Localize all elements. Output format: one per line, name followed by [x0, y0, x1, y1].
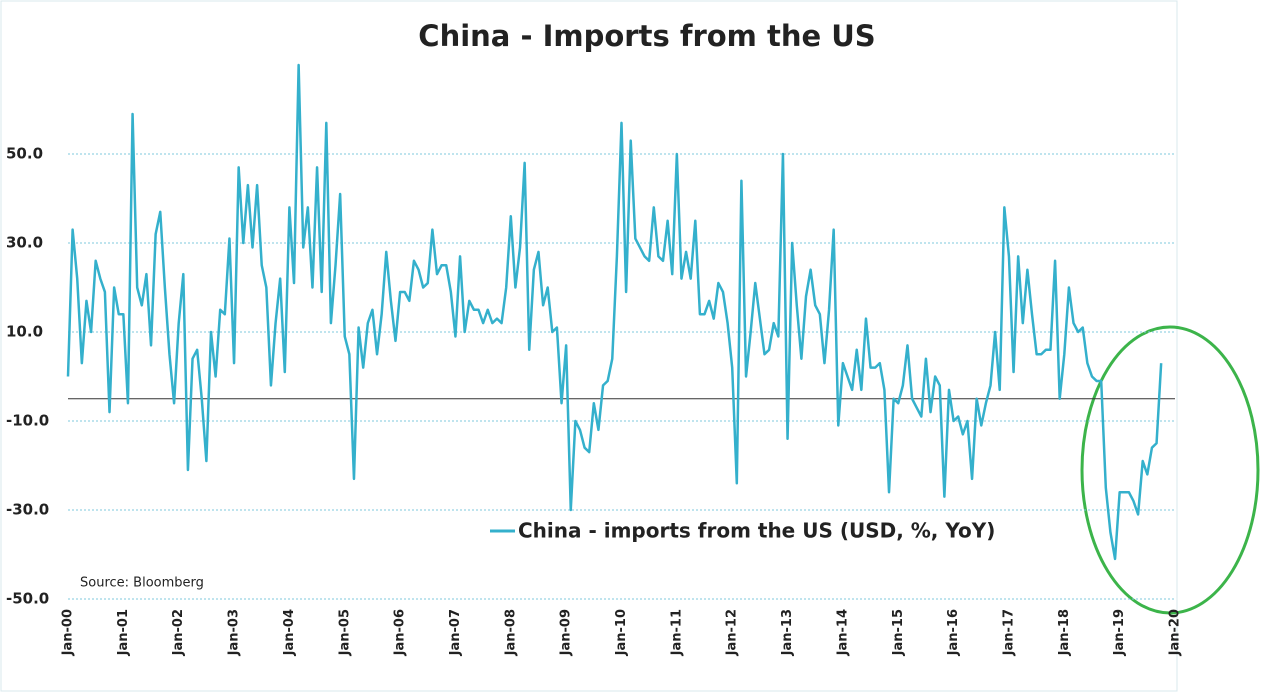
x-tick-label: Jan-10	[614, 609, 629, 656]
x-tick-label: Jan-20	[1168, 609, 1183, 656]
x-tick-label: Jan-04	[282, 609, 297, 656]
x-tick-label: Jan-00	[61, 609, 76, 656]
x-tick-label: Jan-17	[1001, 609, 1016, 656]
x-tick-label: Jan-11	[669, 609, 684, 656]
x-tick-label: Jan-19	[1112, 609, 1127, 656]
y-tick-label: 50.0	[6, 145, 43, 163]
x-tick-label: Jan-05	[337, 609, 352, 656]
x-tick-label: Jan-07	[448, 609, 463, 656]
y-tick-label: 30.0	[6, 234, 43, 252]
highlight-ellipse	[1080, 325, 1260, 615]
y-tick-label: -30.0	[6, 501, 49, 519]
x-tick-label: Jan-13	[780, 609, 795, 656]
x-tick-label: Jan-12	[725, 609, 740, 656]
chart-title: China - Imports from the US	[418, 19, 875, 53]
frame	[0, 0, 1178, 692]
x-tick-label: Jan-02	[171, 609, 186, 656]
x-tick-label: Jan-03	[227, 609, 242, 656]
y-tick-label: 10.0	[6, 323, 43, 341]
x-tick-label: Jan-09	[559, 609, 574, 656]
x-tick-label: Jan-16	[946, 609, 961, 656]
source: Source: Bloomberg	[80, 576, 204, 591]
legend-label: China - imports from the US (USD, %, YoY…	[518, 519, 995, 543]
x-tick-label: Jan-15	[891, 609, 906, 656]
x-tick-label: Jan-14	[835, 609, 850, 656]
x-tick-label: Jan-18	[1057, 609, 1072, 656]
series-line	[66, 63, 1163, 561]
y-tick-label: -10.0	[6, 412, 49, 430]
x-tick-label: Jan-01	[116, 609, 131, 656]
x-tick-label: Jan-06	[393, 609, 408, 656]
y-tick-label: -50.0	[6, 590, 49, 608]
x-tick-label: Jan-08	[503, 609, 518, 656]
